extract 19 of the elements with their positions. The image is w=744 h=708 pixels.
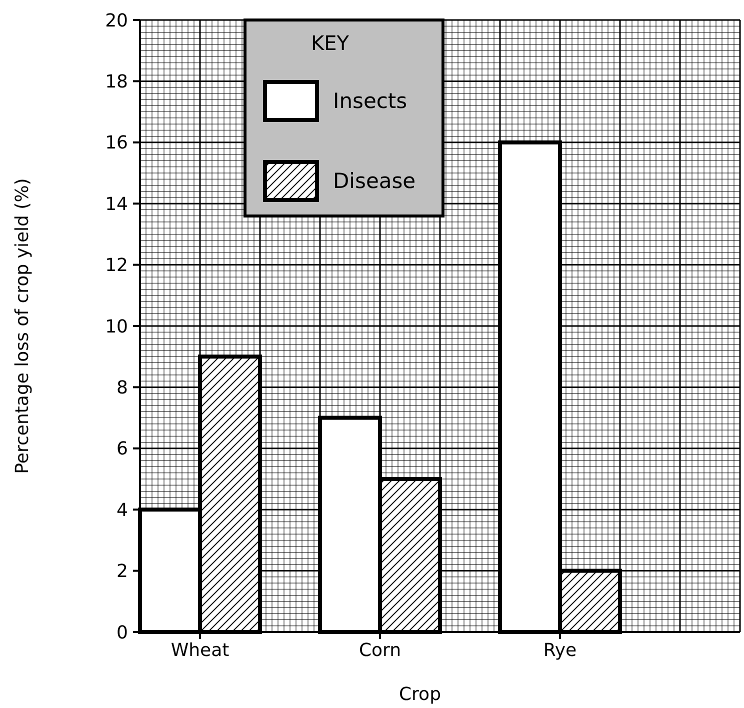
x-tick-label: Corn [358,640,402,661]
y-tick-label: 20 [105,10,128,32]
y-tick-label: 4 [116,500,128,521]
y-tick-label: 2 [116,561,128,582]
y-tick-label: 14 [105,194,128,215]
legend-title: KEY [311,31,350,55]
y-tick-label: 12 [105,255,128,276]
x-tick-label: Rye [543,640,577,661]
y-tick-label: 8 [116,378,128,398]
x-axis-title: Crop [398,684,442,705]
legend-label: Disease [333,169,416,193]
y-tick-label: 6 [116,438,128,460]
y-tick-label: 16 [105,132,128,154]
legend-label: Insects [333,89,408,113]
y-tick-label: 18 [105,72,128,92]
y-axis-title: Percentage loss of crop yield (%) [12,178,33,474]
x-tick-label: Wheat [170,640,230,661]
y-tick-label: 10 [105,316,128,338]
y-tick-label: 0 [116,622,128,644]
